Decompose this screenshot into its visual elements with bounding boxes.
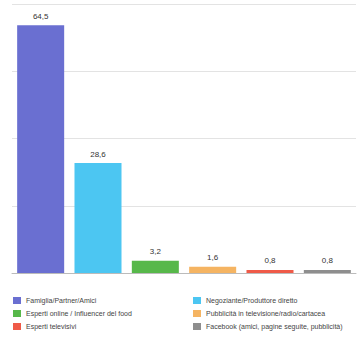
svg-text:Pubblicità in televisione/radi: Pubblicità in televisione/radio/cartacea — [206, 310, 325, 317]
svg-text:Esperti televisivi: Esperti televisivi — [26, 323, 77, 331]
svg-text:0,8: 0,8 — [264, 256, 276, 265]
svg-text:Famiglia/Partner/Amici: Famiglia/Partner/Amici — [26, 297, 97, 305]
svg-text:64,5: 64,5 — [33, 12, 49, 21]
svg-text:28,6: 28,6 — [90, 150, 106, 159]
svg-text:Facebook (amici, pagine seguit: Facebook (amici, pagine seguite, pubblic… — [206, 323, 343, 331]
svg-text:0,8: 0,8 — [322, 256, 334, 265]
svg-text:Esperti online / Influencer de: Esperti online / Influencer del food — [26, 310, 132, 318]
svg-text:3,2: 3,2 — [150, 247, 162, 256]
svg-text:Negoziante/Produttore diretto: Negoziante/Produttore diretto — [206, 297, 298, 305]
svg-text:1,6: 1,6 — [207, 253, 219, 262]
